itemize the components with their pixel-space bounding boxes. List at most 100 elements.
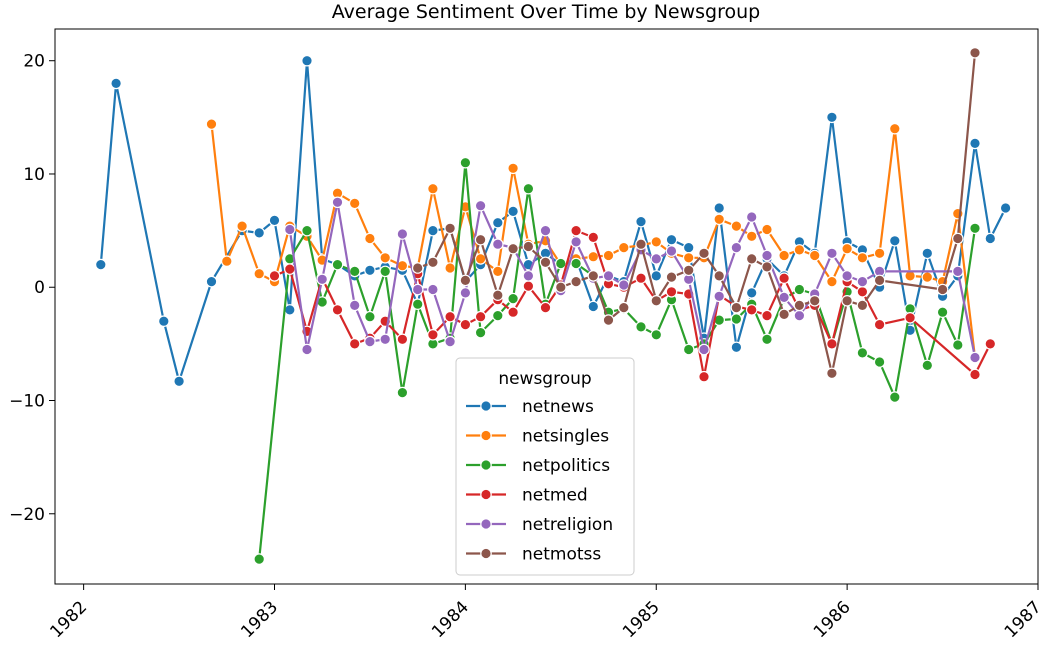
data-point-netpolitics bbox=[301, 224, 313, 237]
data-point-netsingles bbox=[587, 250, 600, 263]
data-point-netmotss bbox=[665, 271, 678, 283]
data-point-netsingles bbox=[507, 162, 519, 175]
data-point-netpolitics bbox=[793, 283, 806, 296]
data-point-netmotss bbox=[793, 299, 806, 312]
data-point-netnews bbox=[682, 241, 695, 254]
data-point-netreligion bbox=[301, 343, 313, 356]
data-point-netsingles bbox=[348, 197, 361, 210]
data-point-netreligion bbox=[745, 211, 758, 223]
data-point-netreligion bbox=[951, 265, 964, 278]
data-point-netreligion bbox=[617, 279, 630, 291]
data-point-netsingles bbox=[364, 232, 376, 245]
data-point-netmotss bbox=[635, 238, 647, 250]
data-point-netsingles bbox=[921, 271, 934, 283]
data-point-netsingles bbox=[474, 253, 487, 265]
data-point-netmotss bbox=[745, 253, 758, 265]
data-point-netpolitics bbox=[253, 553, 266, 565]
data-point-netnews bbox=[730, 341, 743, 354]
data-point-netreligion bbox=[444, 335, 456, 348]
data-point-netpolitics bbox=[348, 265, 361, 278]
data-point-netnews bbox=[984, 232, 997, 245]
data-point-netreligion bbox=[778, 291, 790, 304]
data-point-netmotss bbox=[459, 274, 472, 287]
data-point-netpolitics bbox=[635, 321, 647, 333]
legend-entry-netmotss: netmotss bbox=[466, 545, 601, 565]
data-point-netsingles bbox=[745, 230, 758, 243]
data-point-netreligion bbox=[570, 236, 582, 248]
legend-label: netreligion bbox=[522, 515, 613, 535]
data-point-netpolitics bbox=[921, 359, 934, 372]
data-point-netsingles bbox=[602, 249, 615, 262]
x-tick-label: 1985 bbox=[619, 597, 664, 642]
data-point-netmotss bbox=[570, 275, 582, 288]
data-point-netmotss bbox=[936, 283, 949, 296]
data-point-netnews bbox=[301, 54, 313, 67]
data-point-netsingles bbox=[236, 220, 248, 232]
data-point-netnews bbox=[427, 224, 439, 237]
data-point-netmotss bbox=[682, 264, 695, 277]
data-point-netreligion bbox=[316, 273, 328, 286]
data-point-netmotss bbox=[808, 294, 821, 307]
data-point-netpolitics bbox=[491, 309, 504, 322]
data-point-netsingles bbox=[873, 247, 886, 260]
data-point-netmed bbox=[778, 272, 790, 284]
data-point-netnews bbox=[283, 304, 296, 316]
data-point-netreligion bbox=[411, 283, 424, 296]
data-point-netpolitics bbox=[522, 182, 535, 195]
data-point-netpolitics bbox=[936, 306, 949, 318]
data-point-netmed bbox=[904, 311, 916, 324]
data-point-netsingles bbox=[617, 241, 630, 254]
data-point-netpolitics bbox=[474, 326, 487, 339]
data-point-netmotss bbox=[969, 46, 981, 59]
data-point-netmotss bbox=[873, 274, 886, 287]
data-point-netsingles bbox=[205, 118, 218, 130]
data-point-netreligion bbox=[761, 249, 773, 262]
data-point-netmotss bbox=[539, 256, 552, 269]
data-point-netmotss bbox=[951, 232, 964, 245]
data-point-netreligion bbox=[650, 253, 663, 265]
legend-label: netmed bbox=[522, 486, 588, 506]
legend-swatch-marker bbox=[480, 429, 492, 442]
data-point-netpolitics bbox=[969, 222, 981, 235]
data-point-netsingles bbox=[888, 122, 901, 135]
data-point-netmed bbox=[635, 272, 647, 284]
data-point-netnews bbox=[921, 247, 934, 260]
data-point-netnews bbox=[158, 315, 170, 327]
data-point-netsingles bbox=[713, 213, 725, 226]
data-point-netsingles bbox=[826, 275, 838, 288]
data-point-netpolitics bbox=[554, 257, 567, 270]
data-point-netreligion bbox=[539, 224, 552, 237]
legend-entry-netnews: netnews bbox=[466, 397, 594, 417]
data-point-netsingles bbox=[444, 262, 456, 274]
data-point-netmotss bbox=[444, 222, 456, 235]
legend-items: netnews netsingles netpolitics netmed netrel… bbox=[466, 397, 613, 565]
data-point-netmotss bbox=[587, 270, 600, 282]
data-point-netmotss bbox=[491, 289, 504, 301]
data-point-netmed bbox=[331, 304, 344, 316]
data-point-netmotss bbox=[602, 314, 615, 326]
data-point-netsingles bbox=[650, 236, 663, 248]
data-point-netmotss bbox=[474, 233, 487, 246]
legend-entry-netreligion: netreligion bbox=[466, 515, 613, 535]
data-point-netmed bbox=[761, 309, 773, 322]
data-point-netsingles bbox=[491, 265, 504, 278]
data-point-netpolitics bbox=[873, 356, 886, 368]
data-point-netnews bbox=[888, 235, 901, 247]
legend-label: netsingles bbox=[522, 427, 609, 447]
x-tick-label: 1984 bbox=[428, 597, 473, 642]
y-tick-label: 10 bbox=[23, 165, 45, 185]
data-point-netmed bbox=[507, 306, 519, 318]
legend-label: netnews bbox=[522, 397, 594, 417]
data-point-netnews bbox=[507, 205, 519, 218]
data-point-netpolitics bbox=[364, 310, 376, 323]
series-line-netreligion bbox=[288, 201, 977, 358]
data-point-netpolitics bbox=[379, 265, 391, 278]
data-point-netreligion bbox=[283, 223, 296, 236]
data-point-netnews bbox=[713, 202, 725, 214]
data-point-netmed bbox=[969, 368, 981, 381]
legend-entry-netpolitics: netpolitics bbox=[466, 456, 610, 476]
data-point-netsingles bbox=[793, 244, 806, 256]
data-point-netpolitics bbox=[951, 339, 964, 351]
data-point-netmed bbox=[427, 328, 439, 341]
data-point-netmed bbox=[444, 310, 456, 323]
